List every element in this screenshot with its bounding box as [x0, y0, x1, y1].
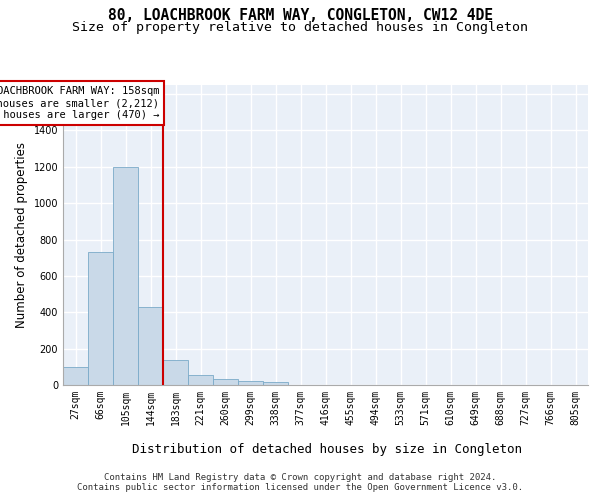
Bar: [188, 375, 213, 385]
Bar: [213, 378, 238, 385]
Text: Contains public sector information licensed under the Open Government Licence v3: Contains public sector information licen…: [77, 484, 523, 492]
Bar: [113, 167, 138, 385]
Text: Distribution of detached houses by size in Congleton: Distribution of detached houses by size …: [132, 442, 522, 456]
Bar: [163, 360, 188, 385]
Bar: [238, 382, 263, 385]
Text: Size of property relative to detached houses in Congleton: Size of property relative to detached ho…: [72, 21, 528, 34]
Text: 80, LOACHBROOK FARM WAY, CONGLETON, CW12 4DE: 80, LOACHBROOK FARM WAY, CONGLETON, CW12…: [107, 8, 493, 22]
Bar: [138, 307, 163, 385]
Bar: [88, 252, 113, 385]
Bar: [263, 382, 288, 385]
Bar: [63, 367, 88, 385]
Text: Contains HM Land Registry data © Crown copyright and database right 2024.: Contains HM Land Registry data © Crown c…: [104, 472, 496, 482]
Y-axis label: Number of detached properties: Number of detached properties: [15, 142, 28, 328]
Text: 80 LOACHBROOK FARM WAY: 158sqm
← 82% of detached houses are smaller (2,212)
17% : 80 LOACHBROOK FARM WAY: 158sqm ← 82% of …: [0, 86, 159, 120]
